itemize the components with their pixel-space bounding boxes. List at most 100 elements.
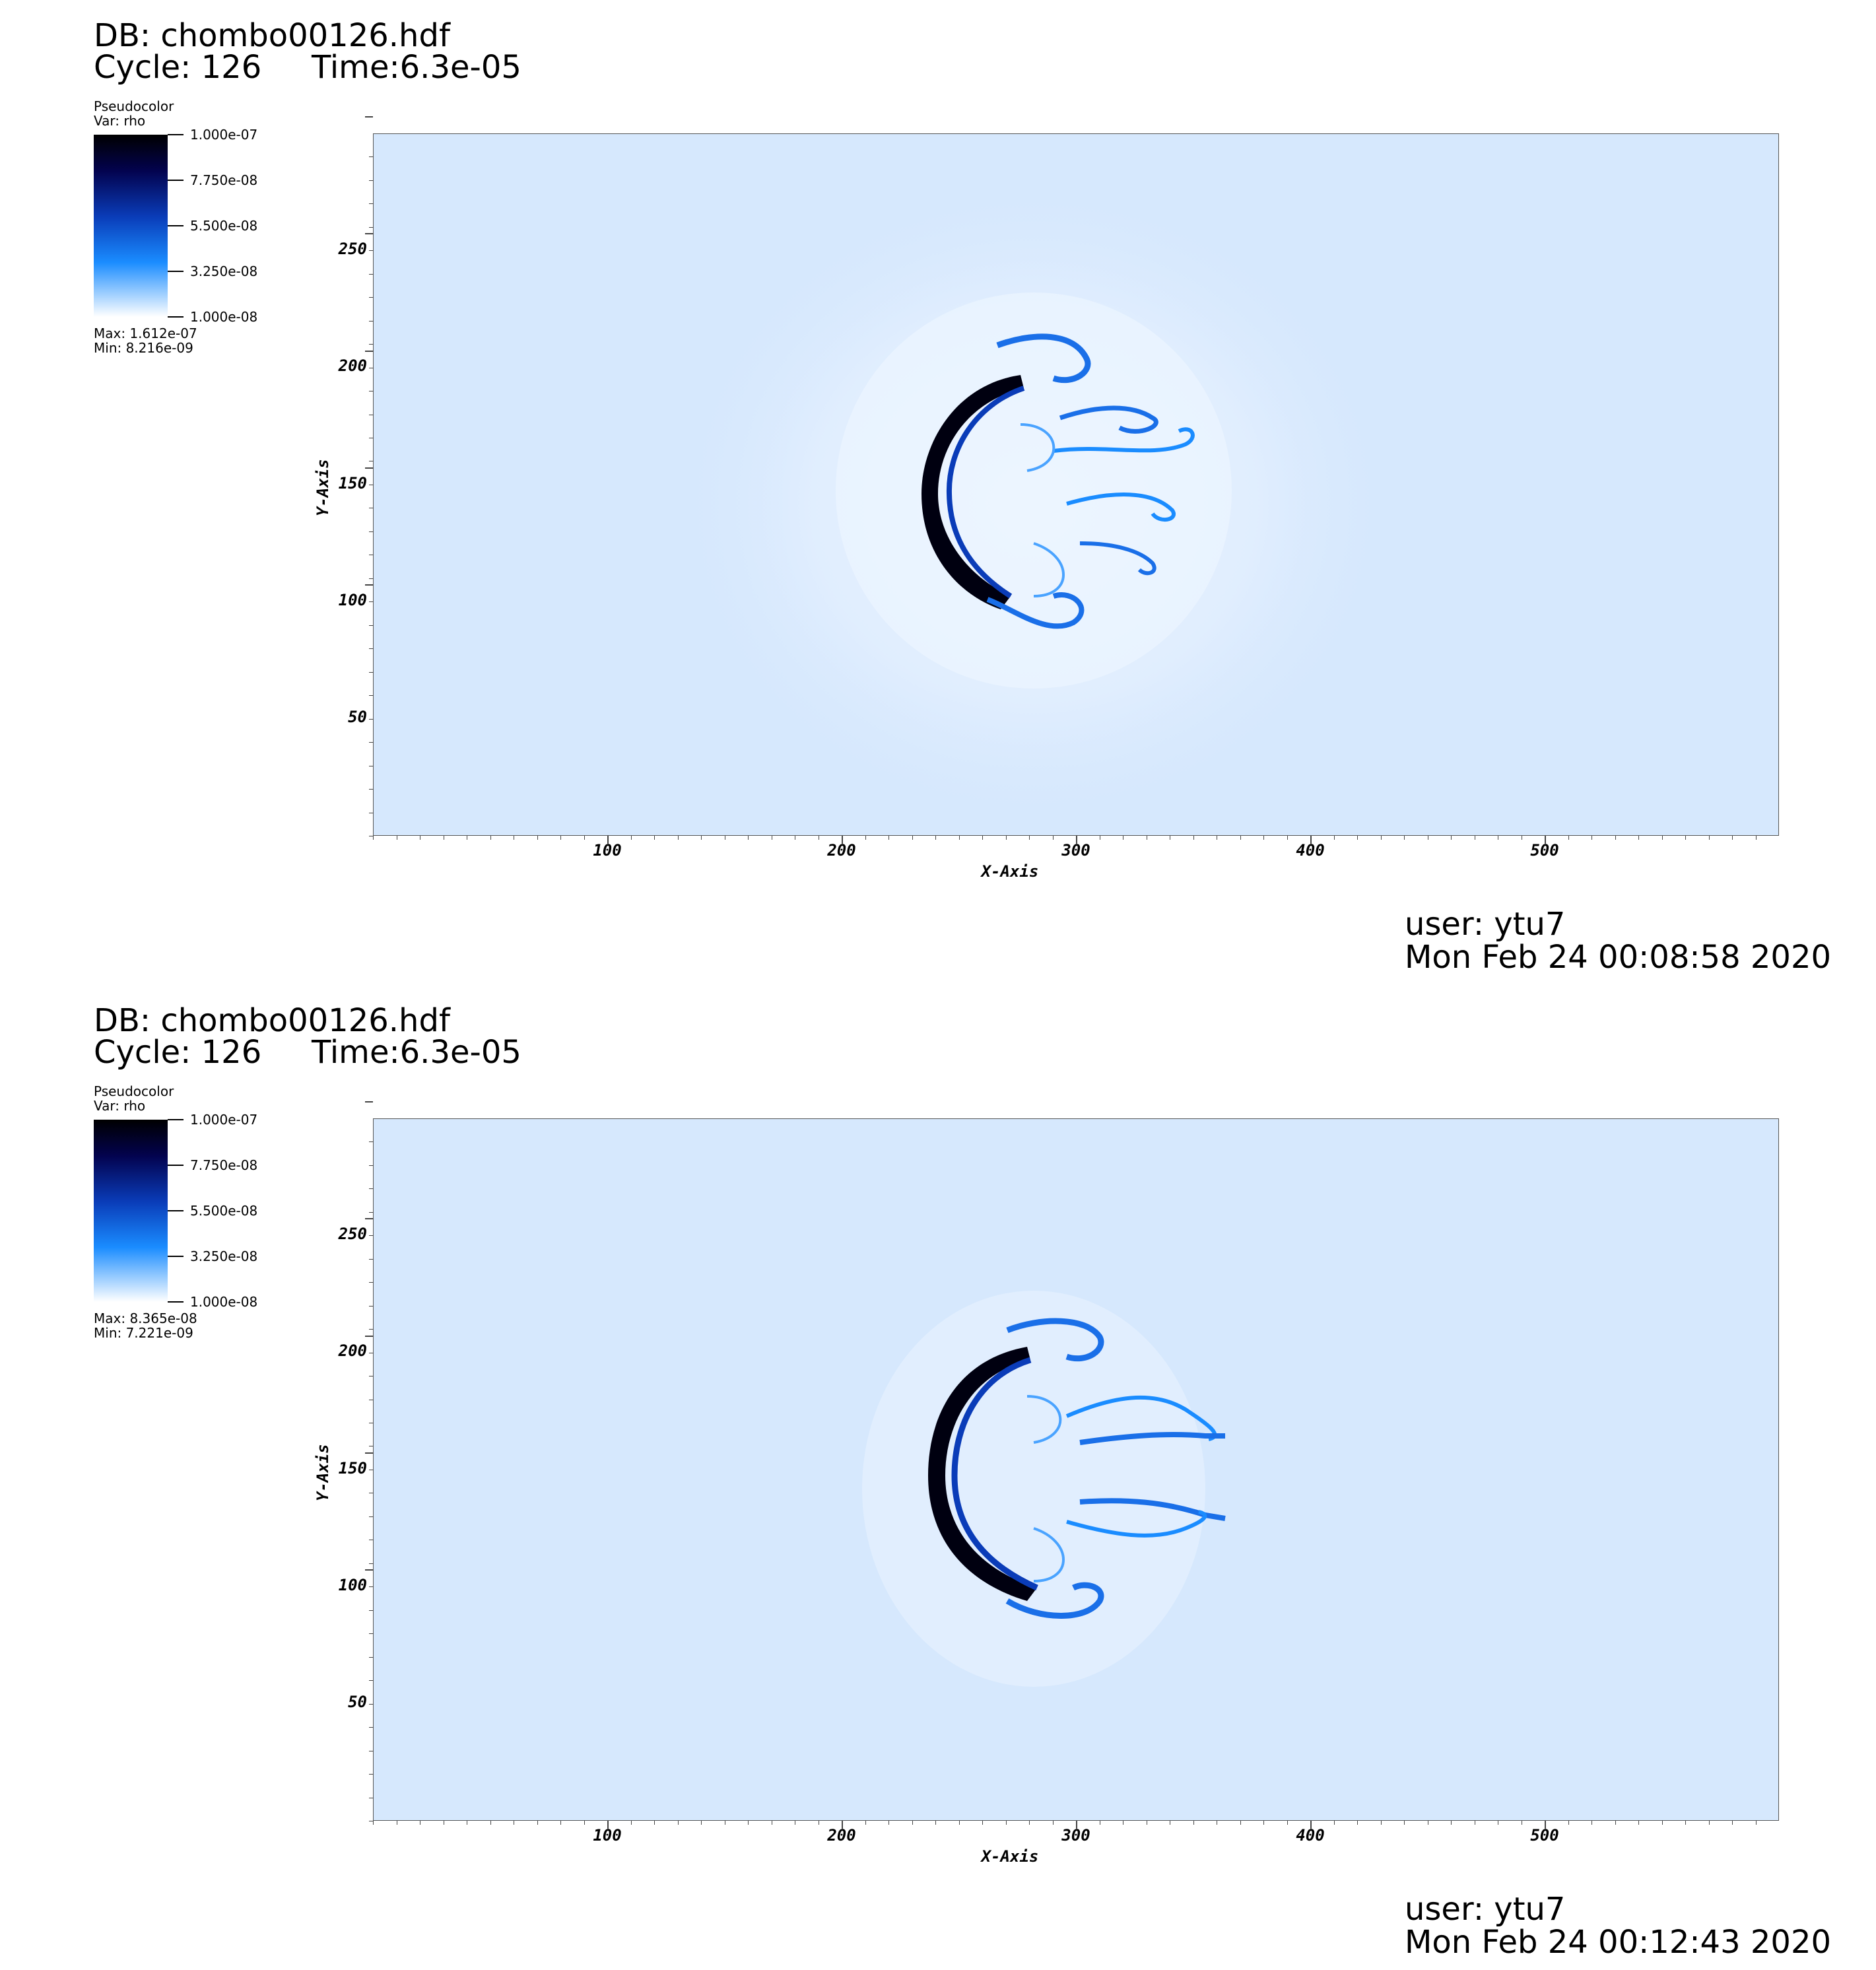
- y-tick: [365, 584, 373, 586]
- colorbar-label: 1.000e-07: [190, 1112, 258, 1128]
- colorbar-tick: [168, 180, 184, 181]
- density-field: [664, 174, 1403, 834]
- x-minor-tick: [748, 1821, 749, 1825]
- y-tick: [365, 467, 373, 469]
- inner-halo: [836, 292, 1232, 689]
- legend-plot-type: Pseudocolor: [94, 98, 174, 114]
- x-minor-tick: [1661, 1821, 1663, 1825]
- y-minor-tick: [369, 742, 373, 743]
- visualization-panel-2: DB: chombo00126.hdf Cycle: 126 Time:6.3e…: [0, 985, 1876, 1970]
- y-tick: [365, 1452, 373, 1454]
- y-tick-label: 100: [338, 1576, 367, 1594]
- database-label: DB: chombo00126.hdf: [94, 17, 450, 54]
- legend-max: Max: 8.365e-08: [94, 1310, 197, 1326]
- y-minor-tick: [369, 578, 373, 579]
- y-tick-label: 100: [338, 591, 367, 609]
- x-minor-tick: [1029, 1821, 1030, 1825]
- x-minor-tick: [1005, 1821, 1007, 1825]
- y-minor-tick: [369, 226, 373, 228]
- x-minor-tick: [1568, 1821, 1569, 1825]
- y-tick: [365, 1218, 373, 1219]
- y-tick: [365, 1336, 373, 1337]
- y-minor-tick: [369, 1774, 373, 1775]
- x-minor-tick: [912, 836, 913, 840]
- x-minor-tick: [1263, 836, 1264, 840]
- x-tick: [1310, 1821, 1312, 1829]
- x-minor-tick: [865, 836, 866, 840]
- filament: [1065, 1395, 1217, 1441]
- filament: [1079, 541, 1156, 576]
- density-front: [928, 1347, 1037, 1601]
- colorbar: [94, 1120, 168, 1302]
- colorbar-label: 1.000e-07: [190, 127, 258, 143]
- colorbar-label: 5.500e-08: [190, 1203, 258, 1219]
- y-minor-tick: [369, 695, 373, 696]
- y-minor-tick: [369, 250, 373, 252]
- x-minor-tick: [1732, 1821, 1733, 1825]
- x-tick-label: 500: [1530, 841, 1559, 860]
- x-minor-tick: [490, 836, 491, 840]
- y-minor-tick: [369, 156, 373, 158]
- y-minor-tick: [369, 531, 373, 532]
- x-minor-tick: [1591, 1821, 1592, 1825]
- y-axis-title: Y-Axis: [314, 1444, 332, 1501]
- colorbar-tick: [168, 1165, 184, 1166]
- x-minor-tick: [1240, 1821, 1241, 1825]
- filament: [1066, 493, 1176, 522]
- x-minor-tick: [1310, 836, 1311, 840]
- x-minor-tick: [1685, 836, 1686, 840]
- visualization-panel-1: DB: chombo00126.hdf Cycle: 126 Time:6.3e…: [94, 17, 1832, 976]
- density-front: [921, 375, 1024, 609]
- x-minor-tick: [1755, 1821, 1757, 1825]
- x-minor-tick: [373, 1821, 374, 1825]
- x-tick: [1545, 836, 1546, 844]
- x-minor-tick: [958, 1821, 960, 1825]
- x-tick-label: 300: [1061, 841, 1090, 860]
- y-tick: [365, 351, 373, 352]
- x-minor-tick: [1310, 1821, 1311, 1825]
- x-minor-tick: [888, 836, 889, 840]
- x-tick-label: 500: [1530, 1826, 1559, 1845]
- time-value: Time:6.3e-05: [312, 49, 521, 86]
- x-tick: [1076, 1821, 1077, 1829]
- x-minor-tick: [1615, 1821, 1616, 1825]
- y-minor-tick: [369, 1329, 373, 1330]
- x-tick: [1076, 836, 1077, 844]
- x-minor-tick: [1193, 836, 1194, 840]
- y-minor-tick: [369, 789, 373, 790]
- colorbar-tick: [168, 316, 184, 318]
- x-minor-tick: [677, 836, 679, 840]
- colorbar-tick: [168, 1301, 184, 1303]
- x-minor-tick: [1052, 1821, 1054, 1825]
- x-minor-tick: [1568, 836, 1569, 840]
- filament: [1033, 1527, 1065, 1582]
- x-tick-label: 300: [1061, 1826, 1090, 1845]
- x-minor-tick: [1029, 836, 1030, 840]
- y-tick: [365, 1101, 373, 1103]
- x-minor-tick: [630, 836, 632, 840]
- y-tick: [365, 116, 373, 118]
- y-minor-tick: [369, 180, 373, 181]
- x-axis-title: X-Axis: [981, 862, 1039, 881]
- x-minor-tick: [607, 836, 608, 840]
- y-minor-tick: [369, 1305, 373, 1307]
- date-label: Mon Feb 24 00:08:58 2020: [1405, 939, 1832, 976]
- x-minor-tick: [1052, 836, 1054, 840]
- x-tick: [607, 836, 609, 844]
- x-minor-tick: [1005, 836, 1007, 840]
- colorbar-tick: [168, 1210, 184, 1211]
- y-tick-label: 200: [338, 1342, 367, 1360]
- y-minor-tick: [369, 1165, 373, 1166]
- x-minor-tick: [1287, 1821, 1288, 1825]
- x-minor-tick: [1708, 836, 1710, 840]
- cycle-label: Cycle: 126 Time:6.3e-05: [94, 51, 521, 83]
- x-minor-tick: [560, 1821, 561, 1825]
- y-minor-tick: [369, 671, 373, 673]
- x-minor-tick: [537, 836, 538, 840]
- colorbar-label: 3.250e-08: [190, 1248, 258, 1264]
- database-label: DB: chombo00126.hdf: [94, 1002, 450, 1039]
- y-minor-tick: [369, 1703, 373, 1705]
- legend-variable: Var: rho: [94, 1098, 146, 1114]
- filament: [1020, 423, 1055, 472]
- front-edge: [951, 1357, 1038, 1591]
